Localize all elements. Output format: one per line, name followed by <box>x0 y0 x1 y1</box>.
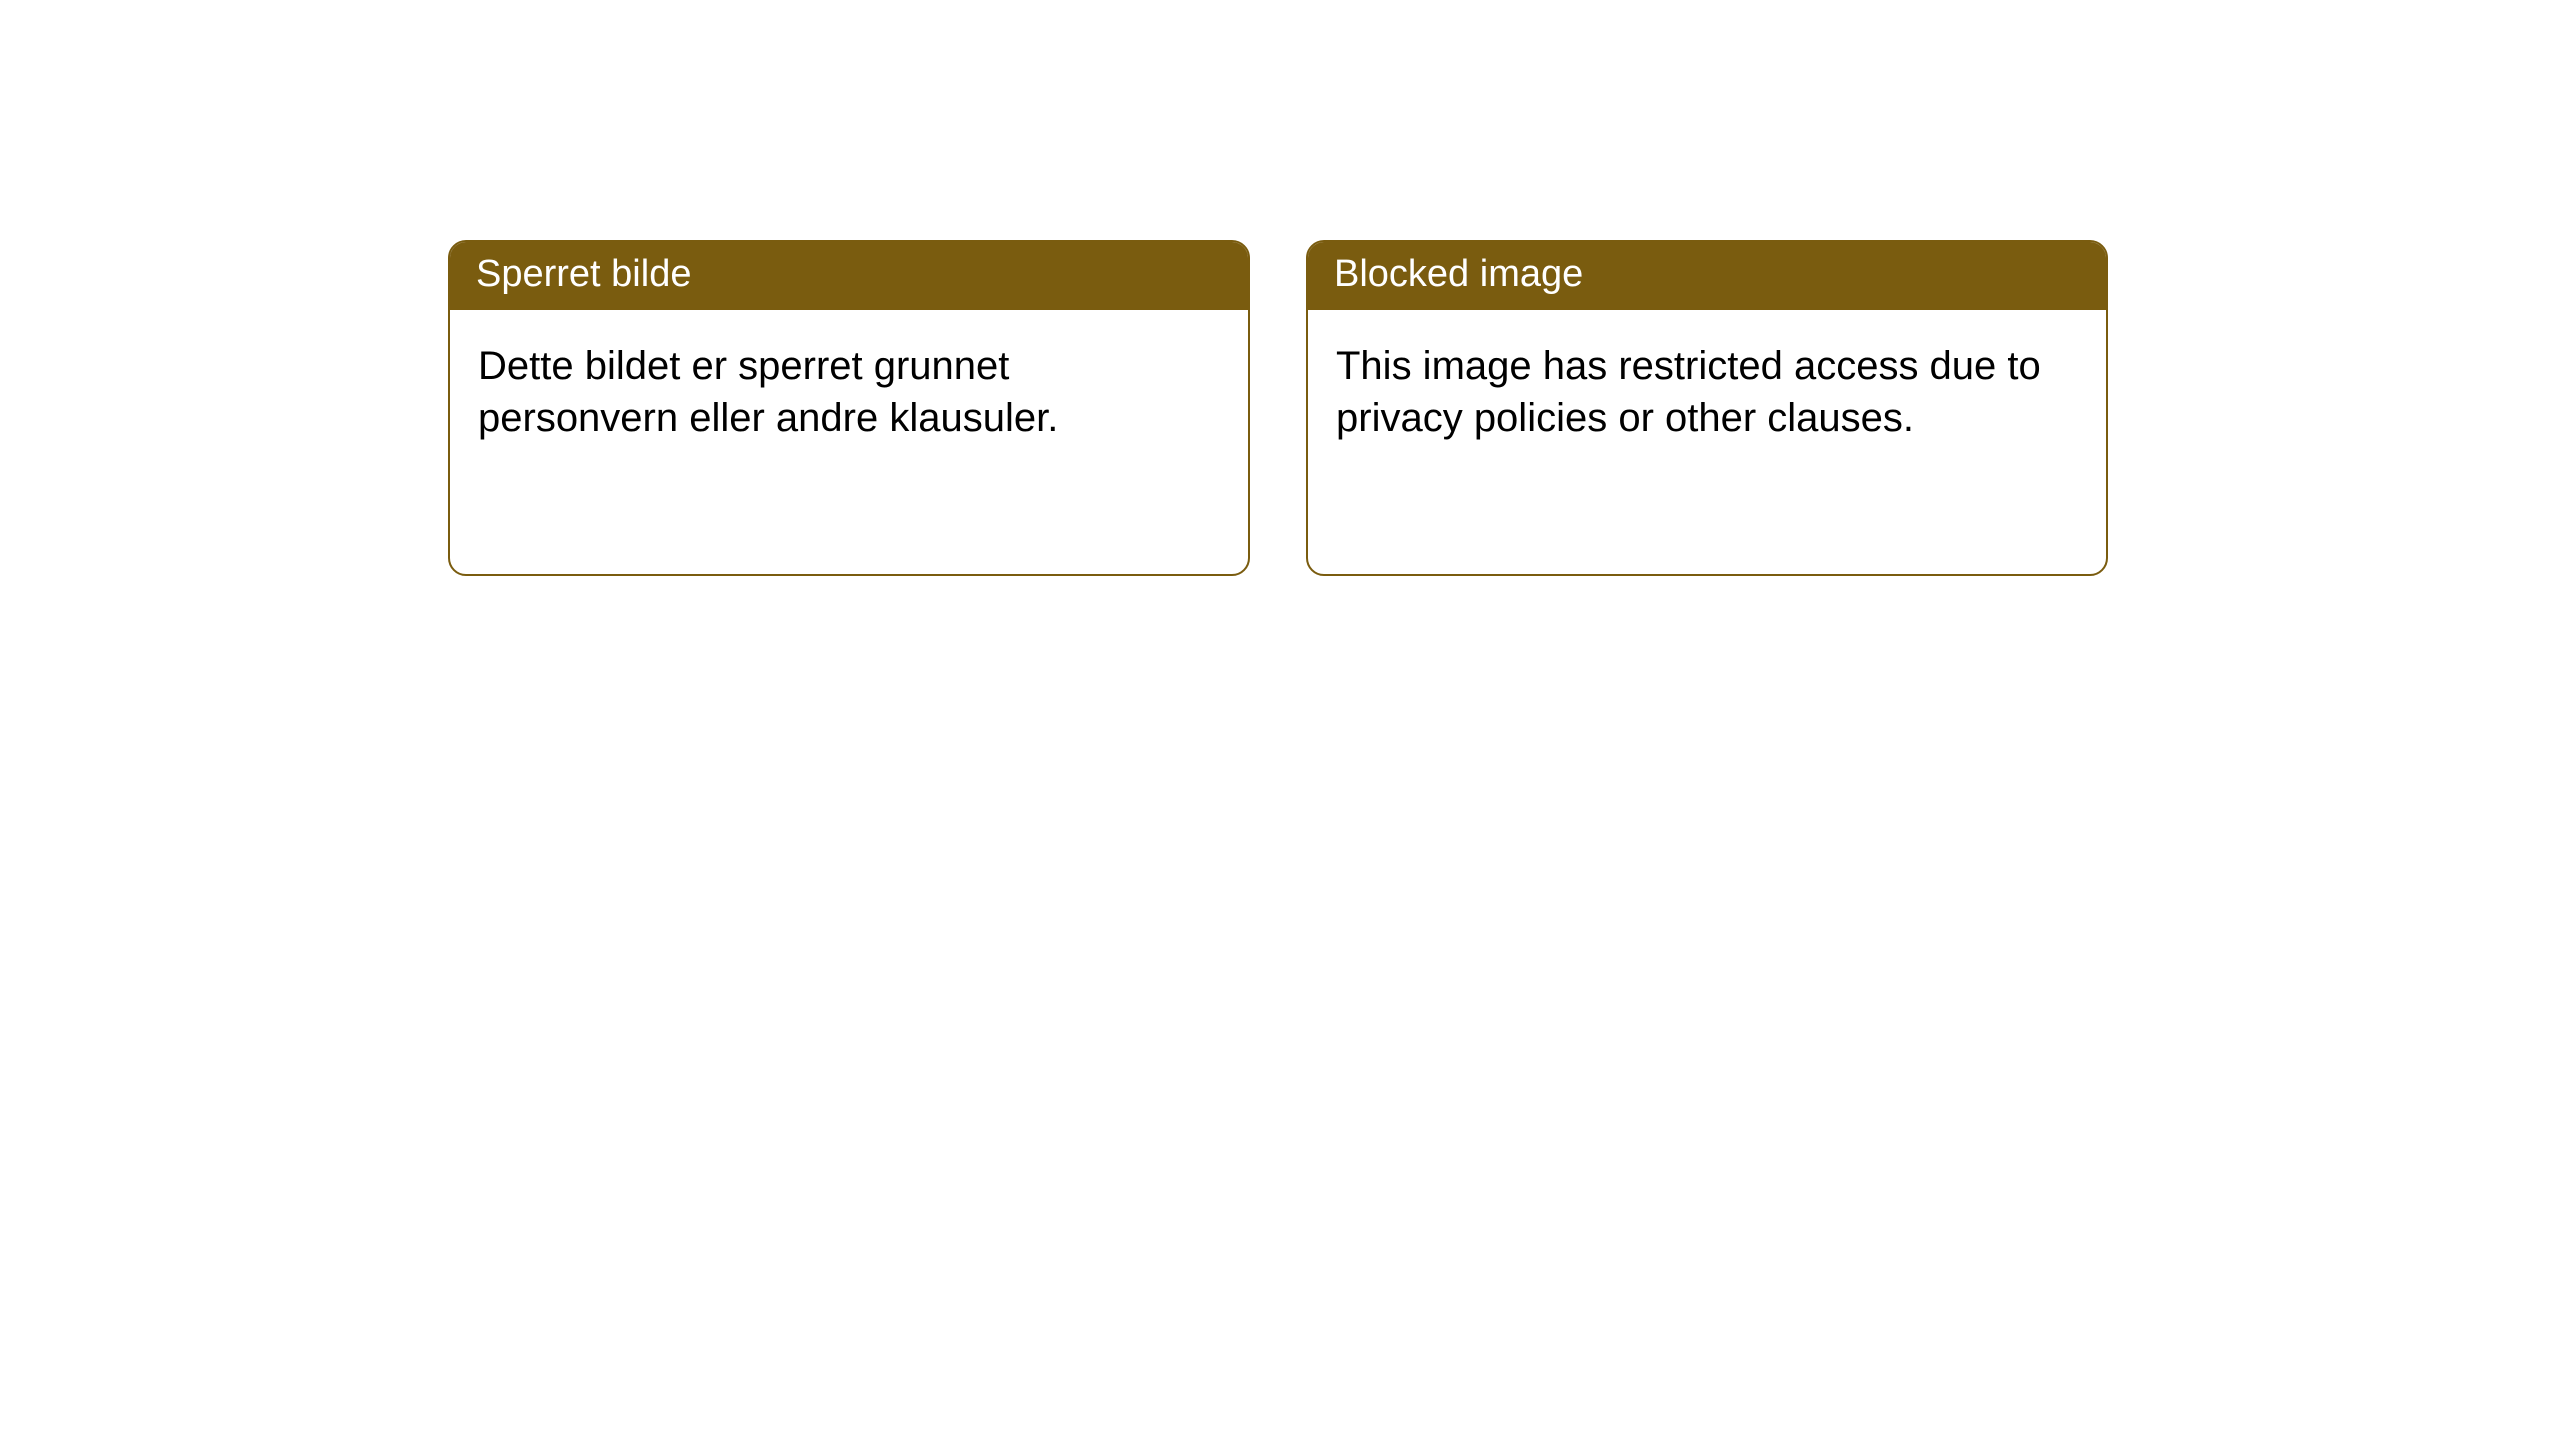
card-body: Dette bildet er sperret grunnet personve… <box>450 310 1248 476</box>
card-header: Sperret bilde <box>450 242 1248 310</box>
cards-container: Sperret bilde Dette bildet er sperret gr… <box>0 0 2560 576</box>
blocked-image-card-no: Sperret bilde Dette bildet er sperret gr… <box>448 240 1250 576</box>
card-header: Blocked image <box>1308 242 2106 310</box>
card-body: This image has restricted access due to … <box>1308 310 2106 476</box>
blocked-image-card-en: Blocked image This image has restricted … <box>1306 240 2108 576</box>
